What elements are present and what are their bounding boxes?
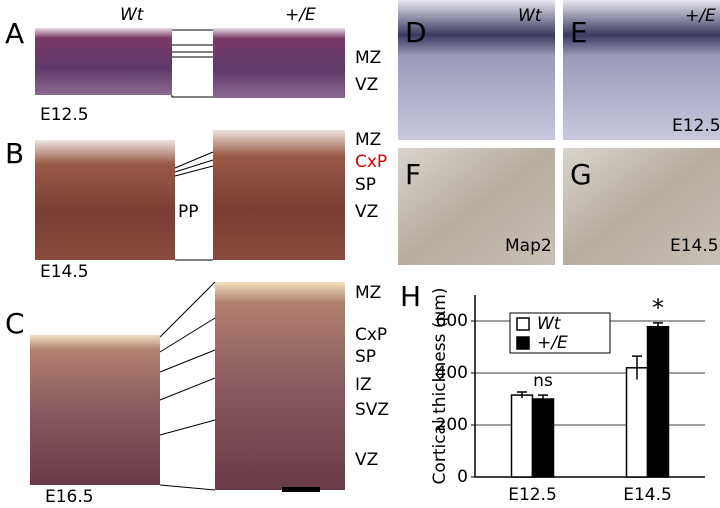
error-bar — [653, 322, 663, 331]
legend-label: Wt — [537, 314, 562, 334]
legend-swatch — [516, 317, 530, 331]
layer-label: IZ — [355, 375, 372, 395]
image-b-mutant — [213, 130, 345, 260]
genotype-label: +/E — [685, 6, 716, 26]
connectors — [159, 29, 216, 491]
layer-label: SVZ — [355, 400, 389, 420]
micrographs — [30, 0, 720, 492]
y-tick-label: 400 — [436, 363, 468, 383]
image-d — [398, 0, 555, 140]
y-tick-label: 200 — [436, 415, 468, 435]
connector-b — [174, 151, 214, 261]
image-f — [398, 148, 555, 265]
legend-swatch — [516, 336, 530, 350]
stage-label: E14.5 — [40, 262, 89, 282]
panel-label: D — [405, 16, 427, 49]
image-b-wt — [35, 140, 175, 260]
panel-label: E — [570, 16, 588, 49]
image-a-wt — [35, 28, 172, 95]
error-bar — [538, 394, 548, 403]
image-c-wt — [30, 335, 160, 485]
genotype-label: Wt — [518, 6, 543, 26]
panel-label: F — [405, 158, 421, 191]
preplate-label: PP — [178, 202, 199, 222]
bar — [510, 394, 534, 478]
panel-label: C — [5, 307, 25, 340]
chart-h: H Cortical thickness (µm) 0 200 400 600 E12.… — [400, 280, 705, 505]
genotype-label: +/E — [285, 5, 316, 25]
bar — [531, 398, 555, 478]
image-a-mutant — [213, 28, 345, 98]
genotype-label: Wt — [120, 5, 145, 25]
marker-label: Map2 — [505, 236, 552, 256]
layer-label: MZ — [355, 283, 381, 303]
image-e — [563, 0, 720, 140]
panel-texts: A Wt +/E MZ VZ E12.5 B MZ CxP SP VZ PP E… — [5, 5, 720, 507]
stage-label: E12.5 — [672, 116, 720, 136]
y-axis-label: Cortical thickness (µm) — [430, 288, 450, 485]
legend-label: +/E — [537, 333, 568, 353]
error-bar — [517, 391, 527, 399]
stage-label: E16.5 — [45, 487, 94, 507]
connector-c — [159, 281, 216, 491]
layer-label: SP — [355, 175, 376, 195]
layer-label: SP — [355, 347, 376, 367]
layer-label: VZ — [355, 75, 378, 95]
layer-label: VZ — [355, 450, 378, 470]
bar — [625, 367, 649, 478]
panel-label: B — [5, 137, 24, 170]
stage-label: E14.5 — [670, 236, 719, 256]
y-tick-label: 600 — [436, 311, 468, 331]
layer-label: VZ — [355, 202, 378, 222]
annotation: * — [652, 294, 664, 322]
annotation: ns — [533, 371, 553, 391]
x-tick-label: E12.5 — [508, 485, 557, 505]
image-g — [563, 148, 720, 265]
layer-label: CxP — [355, 325, 387, 345]
bar — [646, 325, 670, 478]
y-tick-label: 0 — [457, 467, 468, 487]
connector-a — [171, 29, 213, 98]
panel-label: H — [400, 280, 421, 313]
layer-label: MZ — [355, 130, 381, 150]
image-c-mutant — [215, 282, 345, 490]
error-bar — [632, 355, 642, 380]
x-tick-label: E14.5 — [623, 485, 672, 505]
layer-label: CxP — [355, 152, 387, 172]
stage-label: E12.5 — [40, 105, 89, 125]
panel-label: G — [570, 158, 592, 191]
scale-bar — [282, 487, 320, 492]
layer-label: MZ — [355, 48, 381, 68]
panel-label: A — [5, 17, 24, 50]
